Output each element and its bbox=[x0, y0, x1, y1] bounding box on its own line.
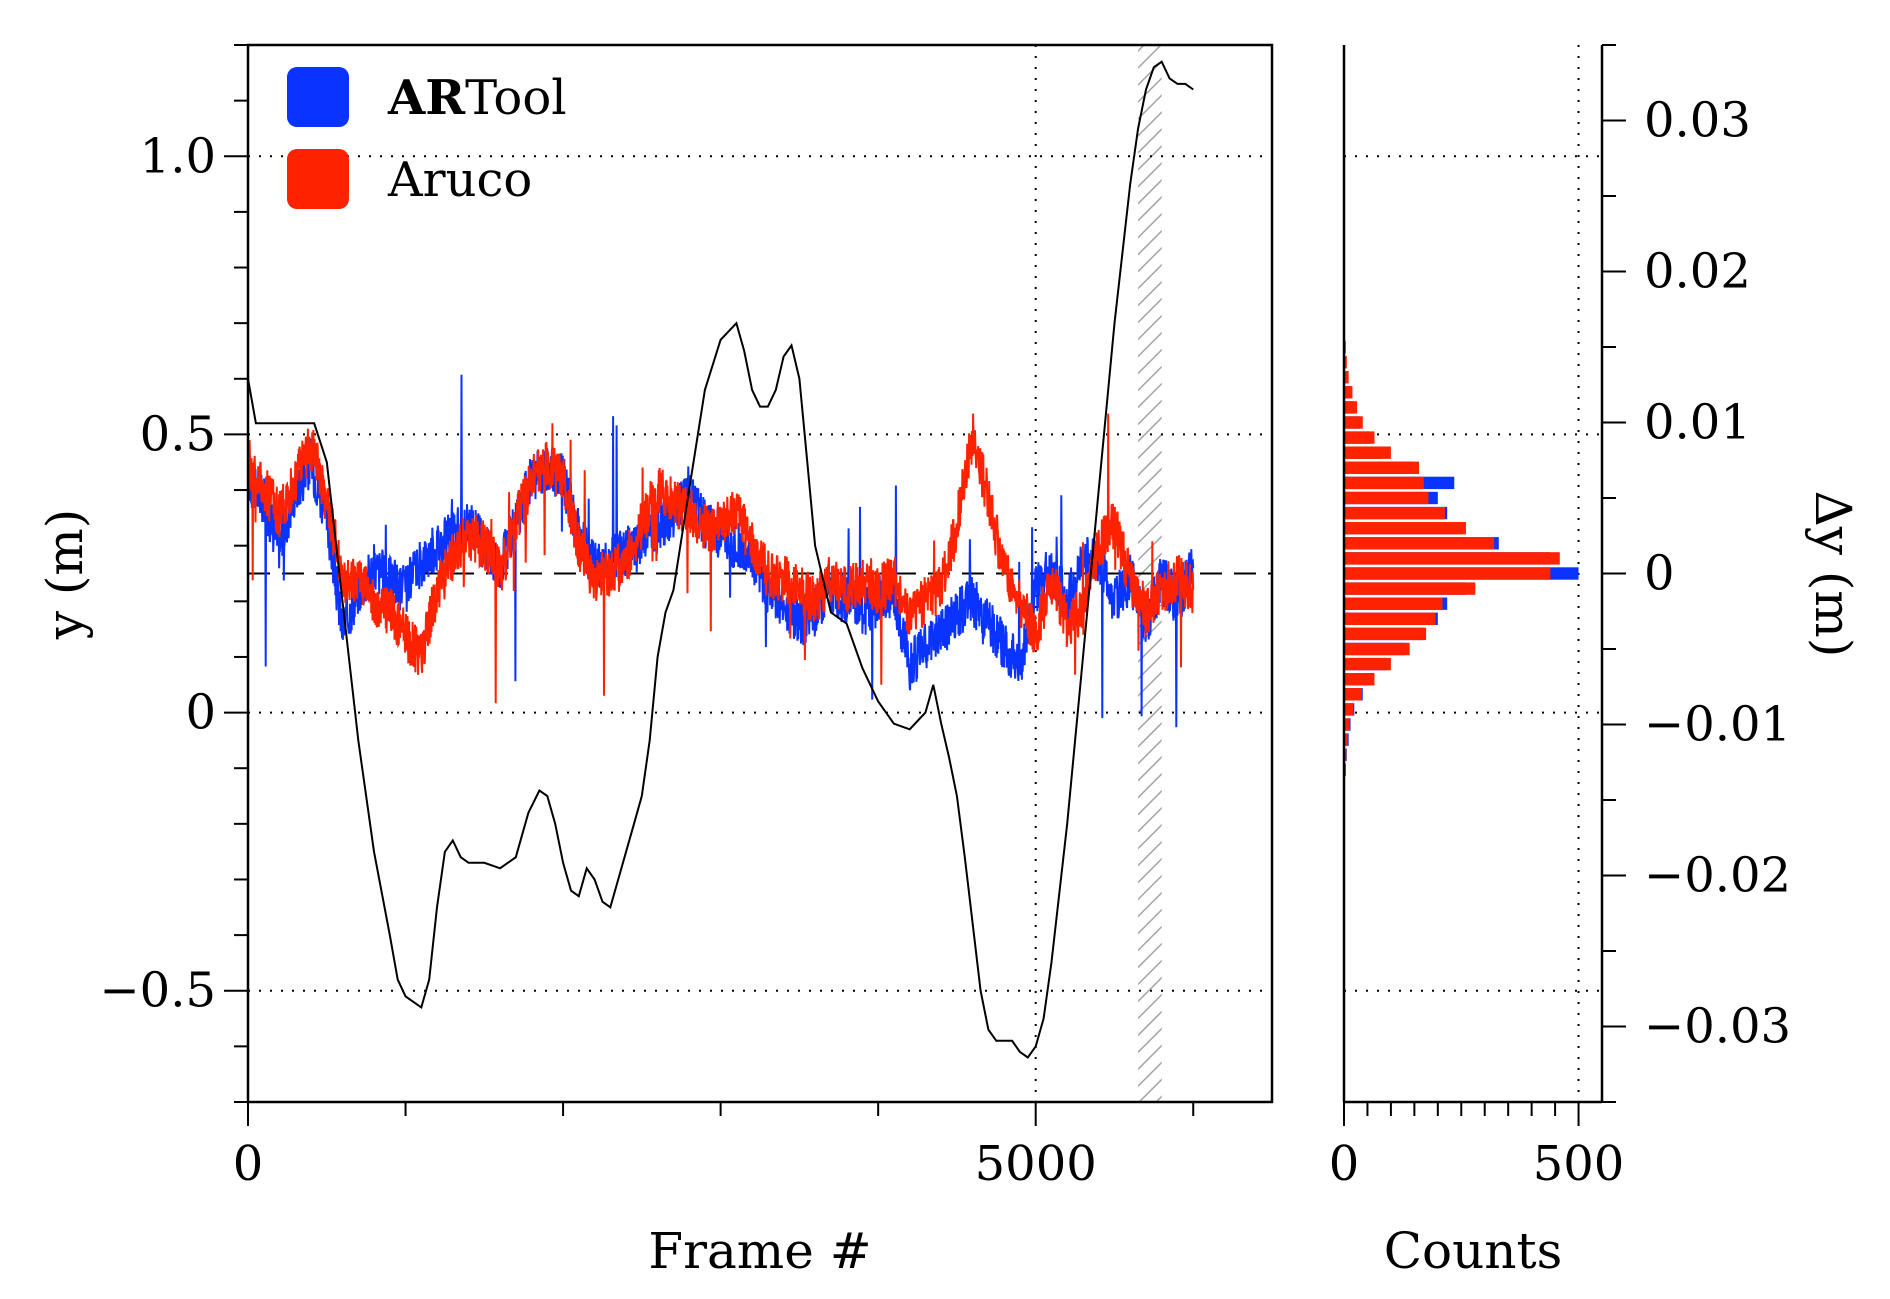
legend-label-aruco: Aruco bbox=[387, 152, 532, 208]
hist-x-tick-label: 0 bbox=[1329, 1136, 1360, 1192]
histogram-bars bbox=[1344, 325, 1579, 792]
hist-bar-aruco bbox=[1344, 627, 1427, 641]
main-y-axis-title: y (m) bbox=[36, 509, 94, 641]
hist-bar-aruco bbox=[1344, 597, 1443, 610]
hist-bar-aruco bbox=[1344, 688, 1362, 701]
hist-bar-aruco bbox=[1344, 522, 1466, 535]
hist-y-tick-label: −0.02 bbox=[1644, 848, 1791, 904]
y-tick-label: 0 bbox=[185, 685, 216, 741]
series-artool-line bbox=[248, 374, 1195, 728]
y-tick-label: −0.5 bbox=[99, 963, 216, 1019]
hist-y-tick-label: −0.03 bbox=[1644, 999, 1791, 1055]
legend-label-artool-text: Tool bbox=[465, 70, 566, 126]
x-tick-label: 5000 bbox=[975, 1136, 1097, 1192]
main-panel: 0 5000 −0.5 0 0.5 1.0 Frame # y (m) bbox=[36, 43, 1274, 1280]
hist-bar-aruco bbox=[1344, 371, 1349, 384]
y-tick-label: 0.5 bbox=[140, 406, 216, 462]
hist-bar-aruco bbox=[1344, 461, 1420, 474]
main-series bbox=[248, 60, 1195, 1059]
hist-bar-aruco bbox=[1344, 552, 1560, 565]
hist-bar-aruco bbox=[1344, 567, 1551, 580]
histogram-y-axis-title: Δy (m) bbox=[1804, 491, 1862, 658]
main-x-ticks: 0 5000 bbox=[233, 1102, 1195, 1192]
hist-bar-aruco bbox=[1344, 733, 1348, 746]
series-reference-line bbox=[248, 60, 1194, 1059]
hist-bar-aruco bbox=[1344, 506, 1445, 520]
hist-bar-aruco bbox=[1344, 642, 1410, 656]
hist-bar-aruco bbox=[1344, 446, 1391, 459]
hist-y-tick-label: 0.01 bbox=[1644, 395, 1751, 451]
hist-bar-aruco bbox=[1344, 355, 1347, 369]
legend: ARTool Aruco bbox=[287, 67, 567, 209]
main-y-ticks: −0.5 0 0.5 1.0 bbox=[99, 44, 248, 1103]
hist-y-tick-label: −0.01 bbox=[1644, 697, 1791, 753]
hist-bar-aruco bbox=[1344, 657, 1391, 671]
hist-bar-aruco bbox=[1344, 612, 1436, 625]
histogram-y-ticks: −0.03 −0.02 −0.01 0 0.01 0.02 0.03 bbox=[1602, 44, 1791, 1103]
histogram-x-ticks: 0 500 bbox=[1329, 1102, 1625, 1192]
legend-swatch-artool bbox=[287, 67, 349, 127]
x-tick-label: 0 bbox=[233, 1136, 264, 1192]
hist-y-tick-label: 0 bbox=[1644, 546, 1675, 602]
main-x-axis-title: Frame # bbox=[648, 1222, 871, 1280]
legend-label-aruco-text: Aruco bbox=[387, 152, 532, 208]
hist-bar-aruco bbox=[1344, 673, 1375, 686]
main-axes-frame bbox=[246, 43, 1274, 1104]
y-tick-label: 1.0 bbox=[140, 128, 216, 184]
legend-swatch-aruco bbox=[287, 149, 349, 209]
hist-bar-aruco bbox=[1344, 703, 1354, 716]
hist-bar-aruco bbox=[1344, 401, 1358, 414]
hist-bar-aruco bbox=[1344, 476, 1424, 490]
histogram-x-axis-title: Counts bbox=[1384, 1222, 1563, 1280]
legend-label-artool: ARTool bbox=[387, 70, 567, 126]
hist-y-tick-label: 0.02 bbox=[1644, 244, 1751, 300]
hist-bar-aruco bbox=[1344, 386, 1353, 399]
hist-bar-aruco bbox=[1344, 416, 1363, 429]
hist-x-tick-label: 500 bbox=[1533, 1136, 1625, 1192]
hist-bar-aruco bbox=[1344, 431, 1375, 444]
hist-y-tick-label: 0.03 bbox=[1644, 93, 1751, 149]
hist-bar-aruco bbox=[1344, 537, 1495, 550]
legend-label-artool-bold: AR bbox=[387, 70, 466, 126]
hist-bar-aruco bbox=[1344, 491, 1429, 505]
histogram-panel: 0 500 −0.03 −0.02 −0.01 0 0.01 0.02 0.03 Counts… bbox=[1329, 44, 1862, 1280]
hist-bar-aruco bbox=[1344, 582, 1476, 595]
series-aruco-line bbox=[248, 413, 1195, 704]
hist-bar-aruco bbox=[1344, 718, 1350, 731]
